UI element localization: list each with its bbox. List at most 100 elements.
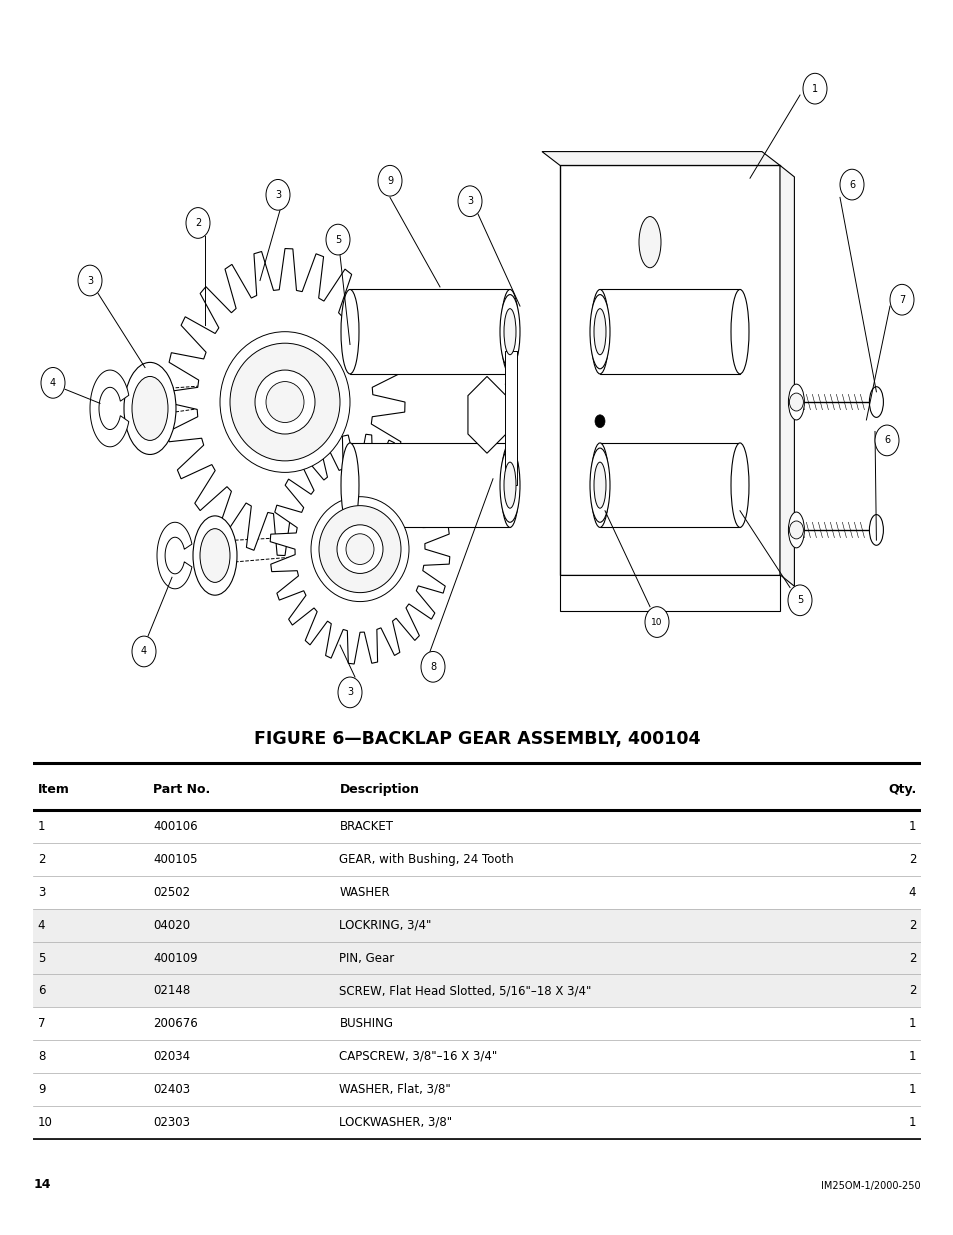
Text: 3: 3 <box>274 190 281 200</box>
Ellipse shape <box>503 309 516 354</box>
Circle shape <box>787 585 811 616</box>
Ellipse shape <box>499 295 519 369</box>
Text: 2: 2 <box>907 984 915 998</box>
Text: 1: 1 <box>811 84 818 94</box>
Ellipse shape <box>220 332 350 473</box>
Text: 10: 10 <box>38 1115 52 1129</box>
Circle shape <box>132 636 156 667</box>
Bar <box>33 909 920 941</box>
Circle shape <box>665 448 693 484</box>
Polygon shape <box>559 574 780 610</box>
Text: 02148: 02148 <box>153 984 191 998</box>
Circle shape <box>874 425 898 456</box>
Text: PIN, Gear: PIN, Gear <box>339 952 395 965</box>
Ellipse shape <box>503 462 516 509</box>
Ellipse shape <box>590 443 608 527</box>
Text: 3: 3 <box>347 688 353 698</box>
Circle shape <box>595 415 604 427</box>
Ellipse shape <box>787 513 803 548</box>
Polygon shape <box>468 377 505 453</box>
Text: 3: 3 <box>38 885 45 899</box>
Polygon shape <box>541 152 780 165</box>
Ellipse shape <box>230 343 339 461</box>
Circle shape <box>337 677 361 708</box>
Text: 4: 4 <box>38 919 46 931</box>
Text: 2: 2 <box>38 853 46 866</box>
Text: 6: 6 <box>883 436 889 446</box>
Text: 2: 2 <box>907 952 915 965</box>
Polygon shape <box>157 522 192 589</box>
Text: IM25OM-1/2000-250: IM25OM-1/2000-250 <box>821 1181 920 1191</box>
Circle shape <box>266 179 290 210</box>
Text: 02034: 02034 <box>153 1050 190 1063</box>
Circle shape <box>788 521 802 538</box>
Text: BRACKET: BRACKET <box>339 820 393 834</box>
Bar <box>599 289 740 374</box>
Circle shape <box>457 186 481 216</box>
Text: 6: 6 <box>848 179 854 190</box>
Ellipse shape <box>340 443 358 527</box>
Circle shape <box>595 504 604 517</box>
Text: 3: 3 <box>466 196 473 206</box>
Ellipse shape <box>336 525 382 573</box>
Ellipse shape <box>340 289 358 374</box>
Circle shape <box>788 393 802 411</box>
Ellipse shape <box>266 382 304 422</box>
Text: 04020: 04020 <box>153 919 190 931</box>
Bar <box>350 289 510 374</box>
Text: FIGURE 6—BACKLAP GEAR ASSEMBLY, 400104: FIGURE 6—BACKLAP GEAR ASSEMBLY, 400104 <box>253 730 700 747</box>
Polygon shape <box>504 351 517 485</box>
Polygon shape <box>90 370 129 447</box>
Ellipse shape <box>787 384 803 420</box>
Text: 200676: 200676 <box>153 1018 197 1030</box>
Ellipse shape <box>868 387 882 417</box>
Text: 400109: 400109 <box>153 952 197 965</box>
Text: 1: 1 <box>907 1083 915 1095</box>
Text: 1: 1 <box>907 1050 915 1063</box>
Circle shape <box>41 368 65 398</box>
Circle shape <box>665 333 693 369</box>
Circle shape <box>326 225 350 254</box>
Text: 1: 1 <box>907 1018 915 1030</box>
Text: 3: 3 <box>87 275 93 285</box>
Circle shape <box>889 284 913 315</box>
Text: 5: 5 <box>38 952 45 965</box>
Text: CAPSCREW, 3/8"–16 X 3/4": CAPSCREW, 3/8"–16 X 3/4" <box>339 1050 497 1063</box>
Text: Item: Item <box>38 783 70 795</box>
Polygon shape <box>165 248 405 556</box>
Polygon shape <box>780 165 794 587</box>
Circle shape <box>840 169 863 200</box>
Text: WASHER, Flat, 3/8": WASHER, Flat, 3/8" <box>339 1083 451 1095</box>
Text: 2: 2 <box>907 919 915 931</box>
Text: WASHER: WASHER <box>339 885 390 899</box>
Text: Qty.: Qty. <box>887 783 915 795</box>
Text: 8: 8 <box>38 1050 45 1063</box>
Circle shape <box>78 266 102 296</box>
Bar <box>33 941 920 974</box>
Text: 10: 10 <box>651 618 662 626</box>
Text: 02303: 02303 <box>153 1115 190 1129</box>
Text: 5: 5 <box>796 595 802 605</box>
Circle shape <box>186 207 210 238</box>
Text: 1: 1 <box>907 820 915 834</box>
Ellipse shape <box>868 515 882 546</box>
Circle shape <box>420 652 444 682</box>
Ellipse shape <box>318 505 400 593</box>
Text: 8: 8 <box>430 662 436 672</box>
Text: 400105: 400105 <box>153 853 197 866</box>
Text: LOCKRING, 3/4": LOCKRING, 3/4" <box>339 919 432 931</box>
Text: 4: 4 <box>141 646 147 657</box>
Text: GEAR, with Bushing, 24 Tooth: GEAR, with Bushing, 24 Tooth <box>339 853 514 866</box>
Ellipse shape <box>639 216 660 268</box>
Text: 1: 1 <box>38 820 46 834</box>
Ellipse shape <box>254 370 314 433</box>
Ellipse shape <box>594 309 605 354</box>
Ellipse shape <box>124 362 175 454</box>
Text: 7: 7 <box>898 295 904 305</box>
Circle shape <box>377 165 401 196</box>
Ellipse shape <box>311 496 409 601</box>
Ellipse shape <box>193 516 236 595</box>
Ellipse shape <box>132 377 168 441</box>
Ellipse shape <box>500 443 518 527</box>
Ellipse shape <box>730 443 748 527</box>
